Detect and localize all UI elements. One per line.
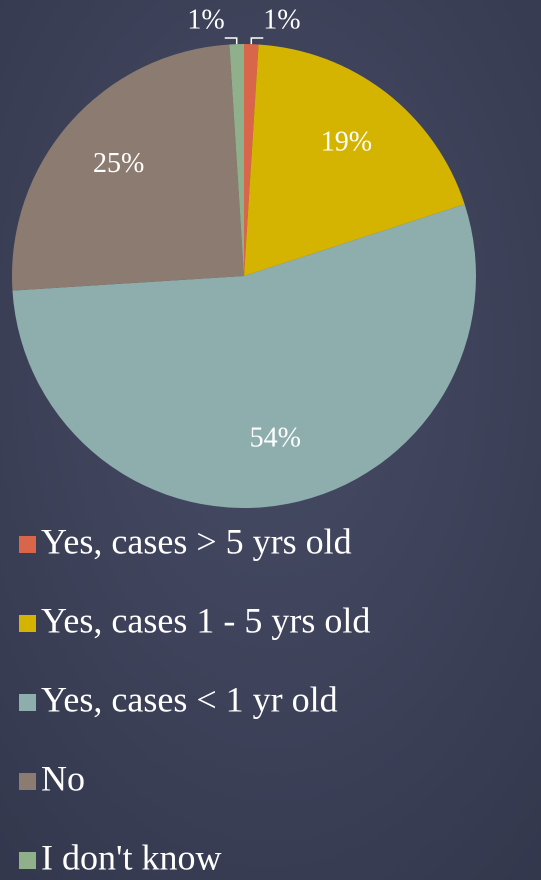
data-label: 1% xyxy=(263,4,300,35)
legend-label: Yes, cases 1 - 5 yrs old xyxy=(41,600,370,640)
legend-swatch xyxy=(19,694,36,711)
legend-swatch xyxy=(19,615,36,632)
legend-label: I don't know xyxy=(41,837,221,877)
legend-swatch xyxy=(19,773,36,790)
pie-slice xyxy=(229,44,244,276)
data-label: 25% xyxy=(93,148,144,179)
pie-slice xyxy=(12,204,476,508)
pie-slice xyxy=(12,44,244,291)
data-label: 54% xyxy=(250,423,301,454)
legend-swatch xyxy=(19,852,36,869)
data-label: 19% xyxy=(321,126,372,157)
leader-line xyxy=(224,37,238,45)
legend: Yes, cases > 5 yrs old Yes, cases 1 - 5 y… xyxy=(19,521,370,877)
pie-slice xyxy=(244,44,259,276)
pie: 1% 19% 54% 25% 1% xyxy=(12,4,476,508)
legend-label: Yes, cases < 1 yr old xyxy=(41,679,338,719)
legend-label: Yes, cases > 5 yrs old xyxy=(41,521,352,561)
legend-swatch xyxy=(19,536,36,553)
leader-line xyxy=(250,37,264,45)
data-label: 1% xyxy=(187,4,224,35)
pie-slice xyxy=(244,44,465,277)
legend-label: No xyxy=(41,758,85,798)
